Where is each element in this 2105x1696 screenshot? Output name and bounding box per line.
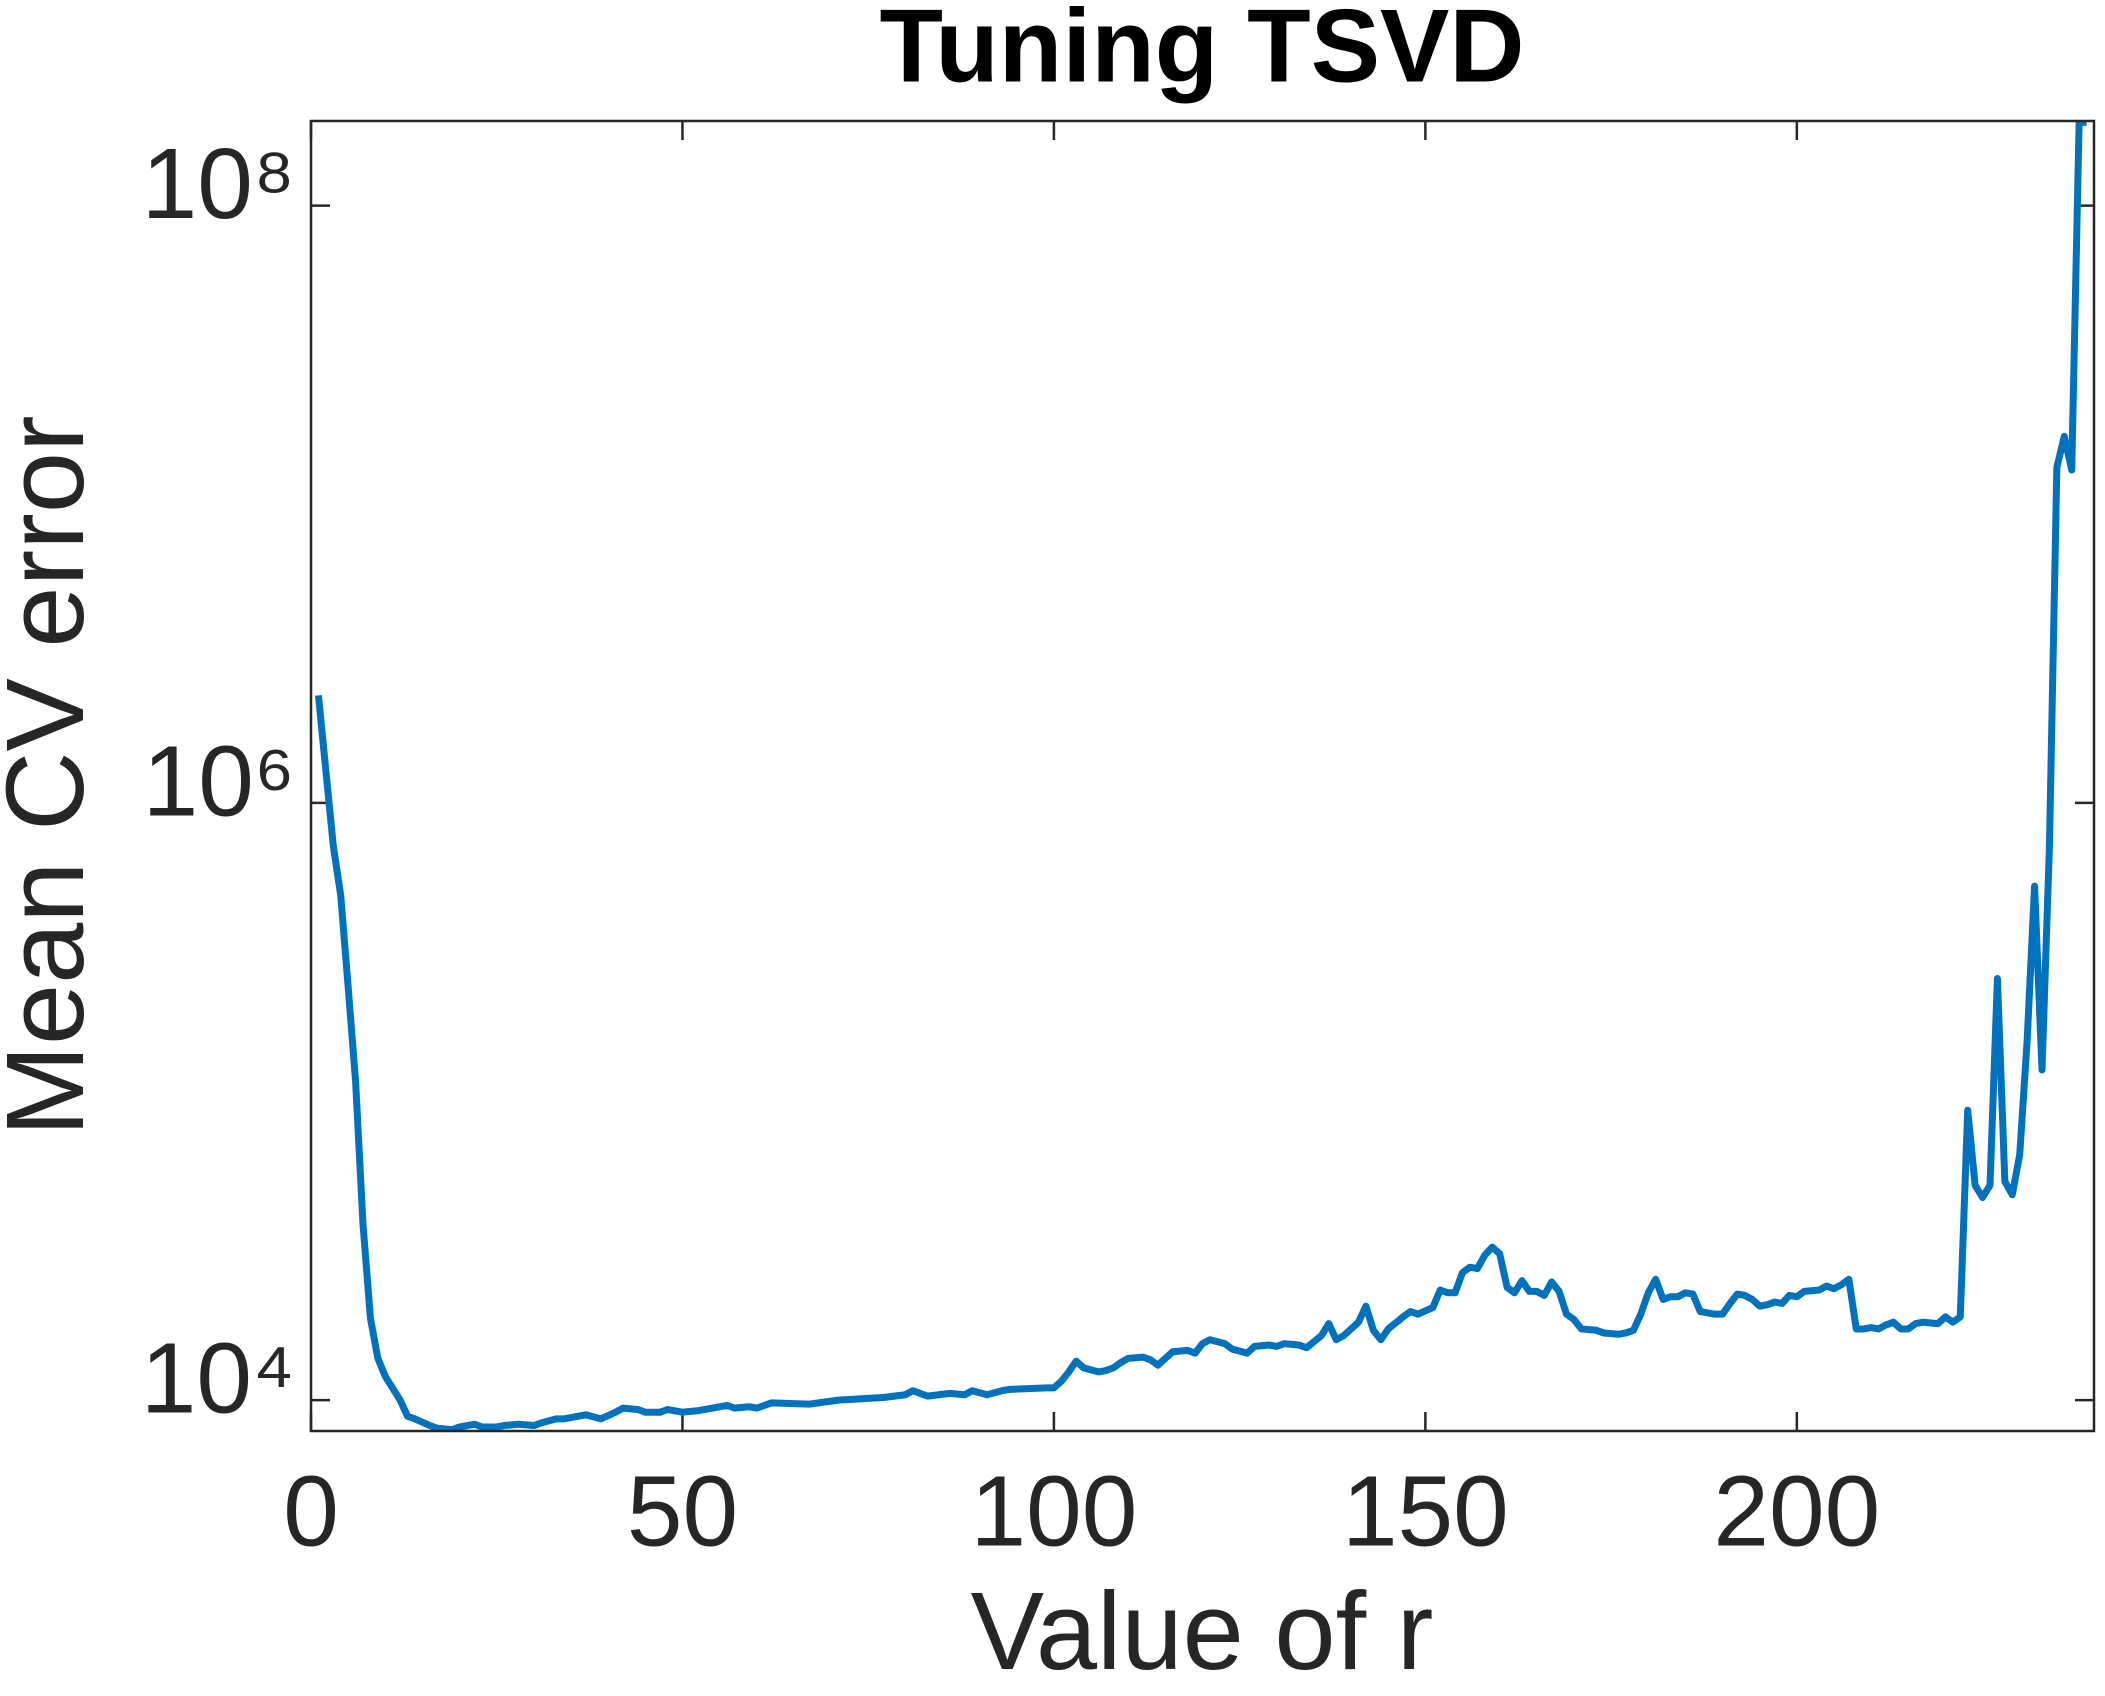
x-tick-label: 0 [283, 1455, 339, 1567]
y-tick-label: 10⁶ [143, 725, 295, 837]
y-axis-label: Mean CV error [0, 415, 107, 1136]
x-tick-label: 150 [1342, 1455, 1509, 1567]
y-tick-label: 10⁸ [142, 128, 295, 240]
chart-title: Tuning TSVD [879, 0, 1524, 104]
data-line [314, 121, 2087, 1431]
ticks: 0 50 100 150 200 10⁴ 10⁶ 10⁸ [141, 121, 2094, 1567]
y-tick-label: 10⁴ [141, 1323, 295, 1435]
x-axis-label: Value of r [971, 1570, 1434, 1693]
x-tick-label: 200 [1713, 1455, 1880, 1567]
x-tick-label: 50 [627, 1455, 738, 1567]
axes-frame [309, 119, 2096, 1433]
plot-area [314, 121, 2087, 1431]
x-tick-label: 100 [970, 1455, 1137, 1567]
